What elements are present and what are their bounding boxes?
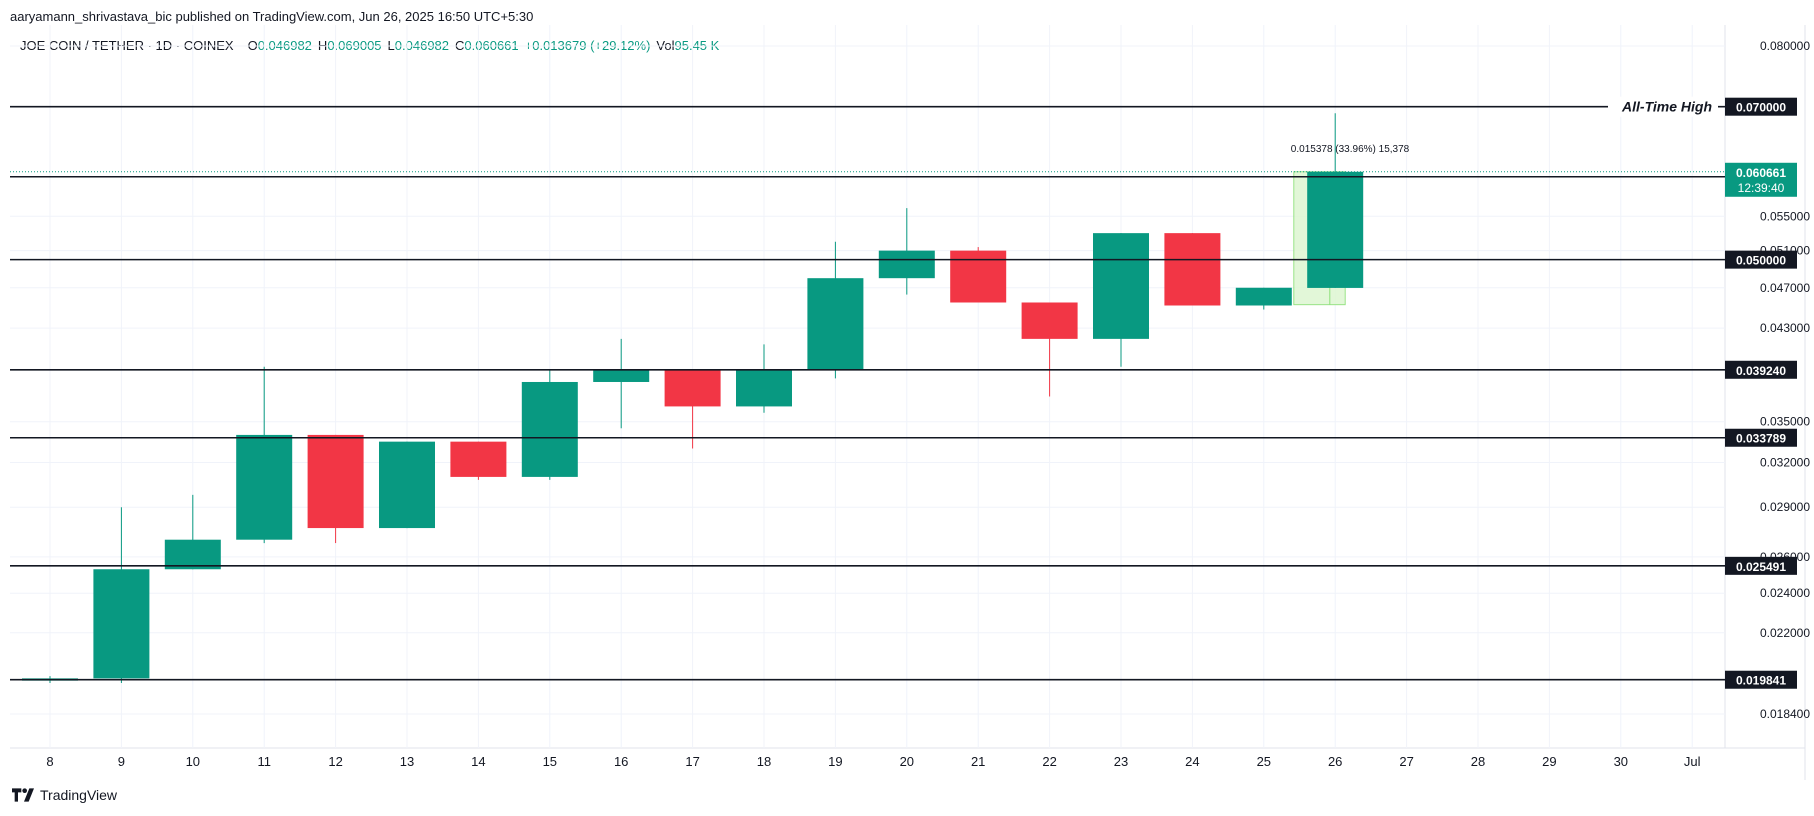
candle-body	[807, 278, 864, 371]
price-chart[interactable]: 0.0800000.0550000.0510000.0470000.043000…	[0, 0, 1814, 780]
x-tick-label: 18	[757, 754, 771, 769]
x-tick-label: 16	[614, 754, 628, 769]
candle-body	[379, 441, 435, 529]
x-tick-label: 25	[1257, 754, 1271, 769]
y-tick-label: 0.029000	[1760, 500, 1810, 514]
level-badge-label: 0.025491	[1736, 560, 1786, 574]
candle-body	[1307, 171, 1364, 288]
candle-body	[164, 539, 221, 570]
last-price-label: 0.060661	[1736, 166, 1786, 180]
candle-body	[236, 434, 293, 540]
x-tick-label: 10	[186, 754, 200, 769]
level-badge	[1725, 360, 1797, 379]
level-badge-label: 0.039240	[1736, 364, 1786, 378]
x-tick-label: 15	[543, 754, 557, 769]
x-tick-label: 29	[1542, 754, 1556, 769]
x-tick-label: 21	[971, 754, 985, 769]
level-badge	[1725, 556, 1797, 575]
publish-info: aaryamann_shrivastava_bic published on T…	[10, 9, 534, 24]
x-tick-label: 12	[328, 754, 342, 769]
candle-body	[1093, 233, 1149, 339]
y-tick-label: 0.035000	[1760, 415, 1810, 429]
candle-body	[878, 250, 935, 279]
level-badge	[1725, 670, 1797, 689]
y-tick-label: 0.047000	[1760, 281, 1810, 295]
candle-body	[950, 250, 1007, 303]
y-tick-label: 0.022000	[1760, 626, 1810, 640]
candle-body	[736, 370, 792, 407]
level-badge-label: 0.019841	[1736, 674, 1786, 688]
y-tick-label: 0.018400	[1760, 707, 1810, 721]
last-price-badge	[1725, 162, 1797, 197]
x-tick-label: 11	[257, 754, 271, 769]
candle-body	[593, 370, 650, 382]
y-tick-label: 0.080000	[1760, 39, 1810, 53]
tradingview-logo-icon	[12, 788, 34, 802]
x-tick-label: 30	[1614, 754, 1628, 769]
candle-body	[1021, 302, 1078, 339]
candle-body	[1235, 287, 1292, 306]
level-badge-label: 0.033789	[1736, 432, 1786, 446]
annotation-bg	[1608, 96, 1718, 117]
x-tick-label: 8	[46, 754, 53, 769]
x-tick-label: 13	[400, 754, 414, 769]
y-tick-label: 0.024000	[1760, 586, 1810, 600]
candle-body	[307, 434, 364, 529]
level-badge	[1725, 97, 1797, 116]
x-tick-label: 28	[1471, 754, 1485, 769]
level-badge-label: 0.070000	[1736, 101, 1786, 115]
x-tick-label: Jul	[1684, 754, 1701, 769]
x-tick-label: 20	[900, 754, 914, 769]
all-time-high-label: All-Time High	[1621, 99, 1712, 115]
x-tick-label: 22	[1042, 754, 1056, 769]
bar-countdown-label: 12:39:40	[1738, 181, 1785, 195]
measure-label: 0.015378 (33.96%) 15,378	[1291, 144, 1410, 155]
x-tick-label: 27	[1399, 754, 1413, 769]
brand-name: TradingView	[40, 787, 118, 803]
x-tick-label: 24	[1185, 754, 1199, 769]
x-tick-label: 9	[118, 754, 125, 769]
x-tick-label: 19	[828, 754, 842, 769]
y-tick-label: 0.032000	[1760, 455, 1810, 469]
x-tick-label: 14	[471, 754, 485, 769]
y-tick-label: 0.043000	[1760, 321, 1810, 335]
candle-body	[664, 370, 721, 407]
tradingview-brand[interactable]: TradingView	[12, 787, 117, 803]
level-badge	[1725, 428, 1797, 447]
candle-body	[521, 381, 578, 477]
x-tick-label: 17	[685, 754, 699, 769]
level-badge	[1725, 250, 1797, 269]
candle-body	[450, 441, 507, 477]
candle-body	[93, 569, 150, 679]
x-tick-label: 23	[1114, 754, 1128, 769]
level-badge-label: 0.050000	[1736, 254, 1786, 268]
x-tick-label: 26	[1328, 754, 1342, 769]
y-tick-label: 0.055000	[1760, 209, 1810, 223]
candle-body	[1164, 233, 1221, 306]
